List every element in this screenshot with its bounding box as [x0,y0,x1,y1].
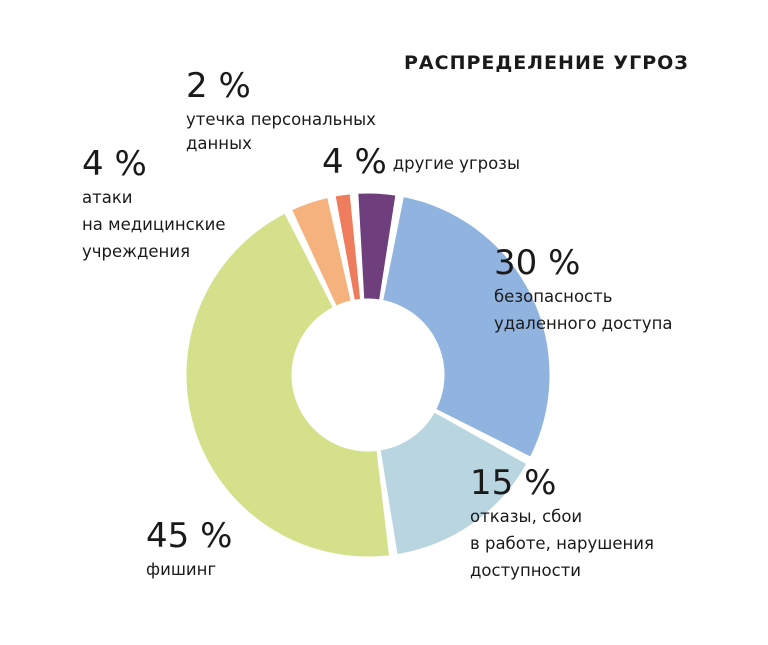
slice-label-leak-line1: утечка персональных [186,110,376,129]
slice-label-remote-line1: безопасность [494,287,613,306]
slice-value-remote: 30 % [494,243,581,283]
slice-value-failures: 15 % [470,463,557,503]
slice-label-other: другие угрозы [392,154,520,173]
slice-label-failures-line3: доступности [470,561,582,580]
slice-medical [290,196,352,307]
slice-label-failures-line1: отказы, сбои [470,507,583,526]
slice-phishing [185,212,391,558]
slice-label-leak-line2: данных [186,134,252,153]
data-label-medical: 4 % атаки на медицинские учреждения [82,144,226,265]
slice-value-phishing: 45 % [146,516,233,556]
slice-label-remote-line2: удаленного доступа [494,314,673,333]
slice-value-medical: 4 % [82,144,147,184]
slice-label-medical-line2: на медицинские [82,215,226,234]
data-label-leak: 2 % утечка персональных данных [186,66,376,157]
slice-label-failures-line2: в работе, нарушения [470,534,654,553]
slice-failures [379,411,528,556]
slice-label-medical-line3: учреждения [82,242,190,261]
slice-remote [382,195,551,458]
slice-value-other: 4 % [322,142,387,182]
slice-value-leak: 2 % [186,66,251,106]
slice-other [357,192,397,301]
slice-label-medical-line1: атаки [82,188,133,207]
data-label-phishing: 45 % фишинг [146,516,232,583]
chart-title: РАСПРЕДЕЛЕНИЕ УГРОЗ [404,52,689,74]
slice-leak [334,193,362,301]
data-label-failures: 15 % отказы, сбои в работе, нарушения до… [470,463,654,584]
data-label-other: 4 % другие угрозы [322,142,520,182]
data-label-remote: 30 % безопасность удаленного доступа [494,243,673,337]
slice-label-phishing: фишинг [146,560,217,579]
